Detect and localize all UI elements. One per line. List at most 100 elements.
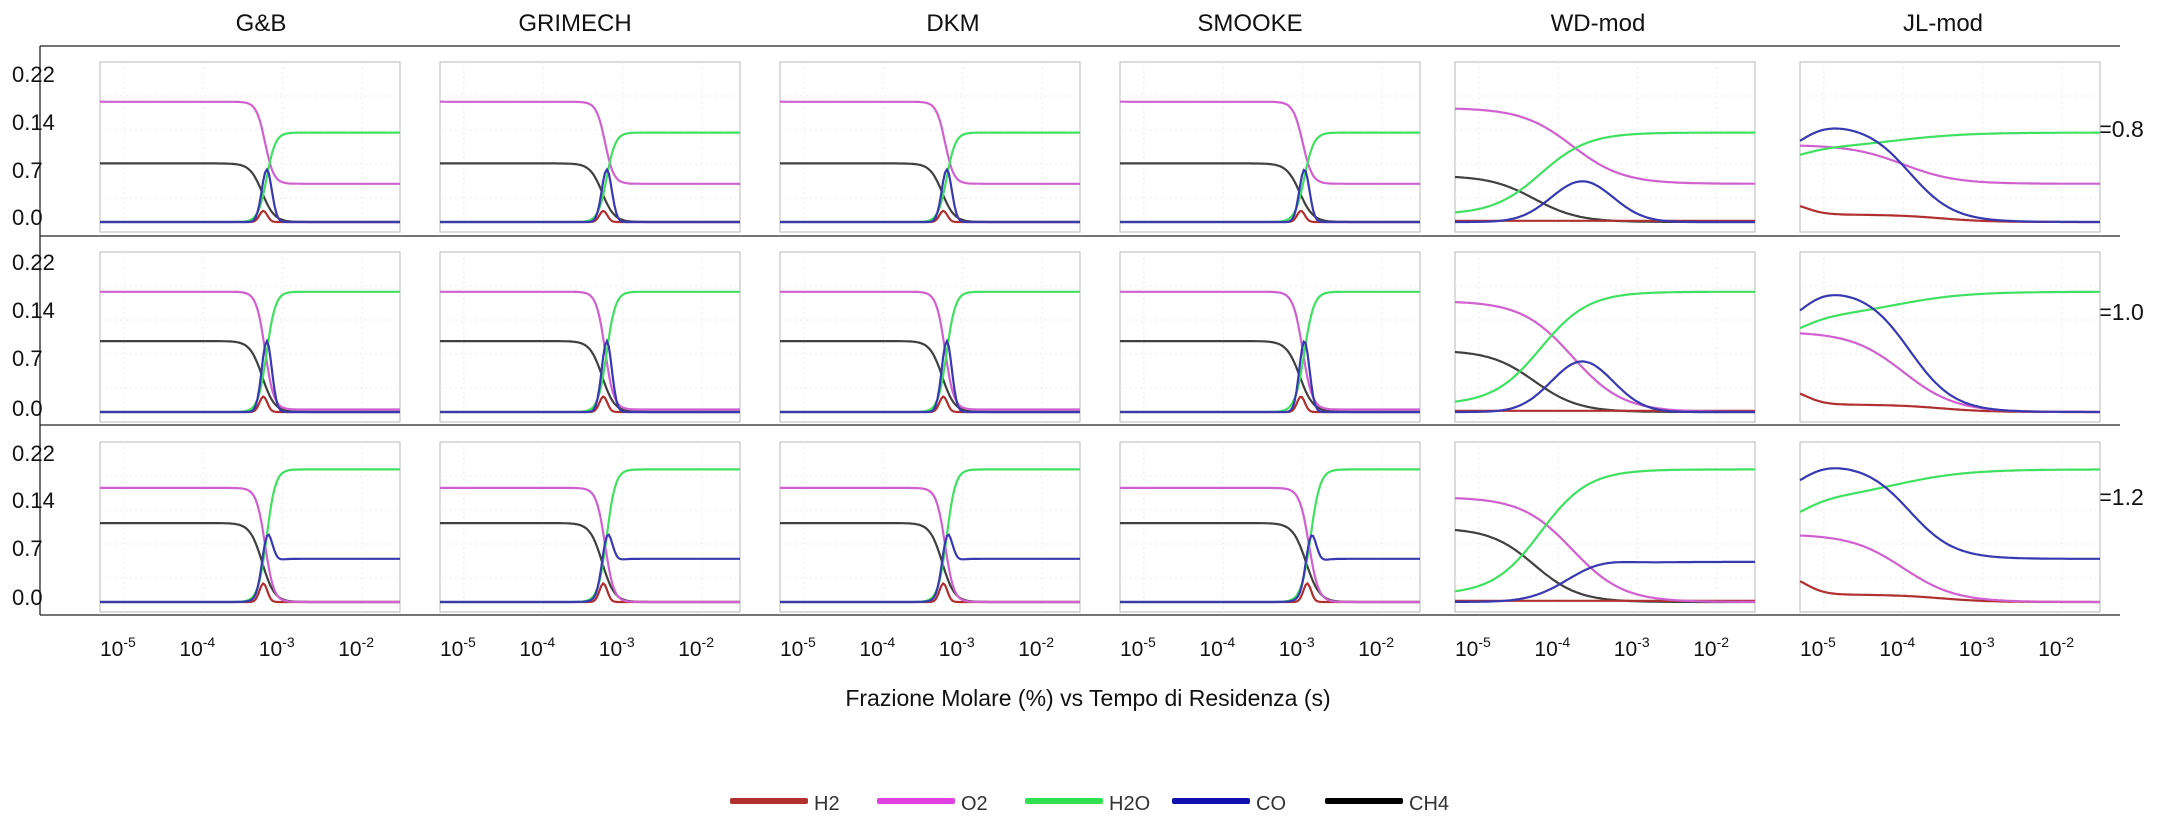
panel-frame-1-0 — [99, 251, 401, 423]
series-CO-0-1 — [440, 167, 740, 224]
x-tick-label-1-0: 10-5 — [440, 634, 476, 661]
y-tick-label-0-3: 0.0 — [12, 205, 43, 230]
x-tick-label-4-1: 10-4 — [1534, 634, 1570, 661]
x-tick-label-0-3: 10-2 — [338, 634, 374, 661]
series-CO-2-3 — [1120, 534, 1420, 604]
legend-swatch-CH4 — [1325, 798, 1403, 804]
series-CO-0-4 — [1455, 180, 1755, 224]
x-tick-label-5-3: 10-2 — [2038, 634, 2074, 661]
y-tick-label-2-1: 0.14 — [12, 488, 55, 513]
x-tick-label-4-0: 10-5 — [1455, 634, 1491, 661]
series-O2-2-5 — [1799, 534, 2100, 604]
series-CO-1-4 — [1455, 360, 1755, 414]
series-CO-0-2 — [780, 167, 1080, 224]
panel-frame-2-0 — [99, 441, 401, 613]
series-CO-2-4 — [1455, 560, 1755, 603]
series-H2O-0-4 — [1454, 131, 1755, 214]
series-O2-1-3 — [1120, 290, 1420, 411]
series-CO-2-0 — [100, 533, 400, 604]
panel-frame-0-1 — [439, 61, 741, 233]
column-title-4: WD-mod — [1551, 10, 1646, 37]
panel-frame-0-0 — [99, 61, 401, 233]
series-O2-0-5 — [1800, 144, 2100, 185]
x-axis-label: Frazione Molare (%) vs Tempo di Residenz… — [845, 685, 1330, 711]
y-tick-label-0-1: 0.14 — [12, 110, 55, 135]
column-title-5: JL-mod — [1903, 10, 1983, 37]
series-CO-1-5 — [1799, 294, 2100, 414]
y-tick-label-2-0: 0.22 — [12, 441, 55, 466]
y-tick-label-0-2: 0.7 — [12, 158, 43, 183]
x-tick-label-1-3: 10-2 — [678, 634, 714, 661]
series-O2-0-0 — [100, 100, 400, 185]
x-tick-label-2-0: 10-5 — [780, 634, 816, 661]
y-tick-label-1-0: 0.22 — [12, 250, 55, 275]
x-tick-label-0-1: 10-4 — [179, 634, 215, 661]
column-title-0: G&B — [236, 10, 287, 37]
x-tick-label-0-0: 10-5 — [100, 634, 136, 661]
x-tick-label-2-3: 10-2 — [1018, 634, 1054, 661]
series-CO-2-2 — [780, 533, 1080, 604]
series-CO-1-0 — [100, 338, 400, 414]
series-O2-2-1 — [440, 486, 740, 604]
series-O2-2-2 — [780, 486, 1080, 604]
legend-swatch-H2O — [1025, 798, 1103, 804]
x-tick-label-4-2: 10-3 — [1614, 634, 1650, 661]
panel-frame-0-4 — [1454, 61, 1756, 233]
y-tick-label-1-2: 0.7 — [12, 346, 43, 371]
column-title-1: GRIMECH — [518, 10, 631, 37]
series-O2-2-3 — [1120, 486, 1420, 604]
legend-swatch-H2 — [730, 798, 808, 804]
series-O2-1-0 — [100, 290, 400, 411]
panel-frame-2-4 — [1454, 441, 1756, 613]
x-tick-label-1-1: 10-4 — [519, 634, 555, 661]
x-tick-label-0-2: 10-3 — [259, 634, 295, 661]
series-O2-0-2 — [780, 100, 1080, 185]
legend-label-CO: CO — [1256, 793, 1286, 815]
panel-frame-2-1 — [439, 441, 741, 613]
column-title-3: SMOOKE — [1197, 10, 1302, 37]
series-H2O-1-5 — [1799, 290, 2100, 330]
panel-frame-1-2 — [779, 251, 1081, 423]
y-tick-label-2-3: 0.0 — [12, 585, 43, 610]
x-tick-label-3-2: 10-3 — [1279, 634, 1315, 661]
series-CO-2-5 — [1799, 467, 2100, 560]
series-O2-0-1 — [440, 100, 740, 185]
x-tick-label-1-2: 10-3 — [599, 634, 635, 661]
series-CO-0-3 — [1120, 168, 1420, 224]
legend-label-CH4: CH4 — [1409, 793, 1449, 815]
series-O2-2-0 — [100, 486, 400, 604]
series-CO-1-3 — [1120, 339, 1420, 414]
x-tick-label-3-1: 10-4 — [1199, 634, 1235, 661]
series-CO-2-1 — [440, 533, 740, 604]
legend-swatch-CO — [1172, 798, 1250, 804]
panel-frame-2-5 — [1799, 441, 2101, 613]
x-tick-label-2-1: 10-4 — [859, 634, 895, 661]
x-tick-label-4-3: 10-2 — [1693, 634, 1729, 661]
series-H2O-1-4 — [1454, 290, 1755, 403]
panel-frame-1-5 — [1799, 251, 2101, 423]
panel-frame-1-1 — [439, 251, 741, 423]
series-O2-1-2 — [780, 290, 1080, 411]
panel-frame-1-4 — [1454, 251, 1756, 423]
x-tick-label-5-0: 10-5 — [1800, 634, 1836, 661]
x-tick-label-5-1: 10-4 — [1879, 634, 1915, 661]
panel-frame-0-2 — [779, 61, 1081, 233]
panel-frame-1-3 — [1119, 251, 1421, 423]
series-CO-1-1 — [440, 338, 740, 414]
x-tick-label-3-0: 10-5 — [1120, 634, 1156, 661]
series-O2-0-4 — [1455, 107, 1755, 185]
legend-swatch-O2 — [877, 798, 955, 804]
y-tick-label-1-3: 0.0 — [12, 396, 43, 421]
x-tick-label-2-2: 10-3 — [939, 634, 975, 661]
legend-label-O2: O2 — [961, 793, 988, 815]
series-H2O-2-5 — [1799, 468, 2100, 513]
x-tick-label-3-3: 10-2 — [1358, 634, 1394, 661]
legend-label-H2O: H2O — [1109, 793, 1150, 815]
panel-frame-2-3 — [1119, 441, 1421, 613]
series-CO-0-5 — [1799, 127, 2100, 224]
y-tick-label-2-2: 0.7 — [12, 536, 43, 561]
panel-frame-0-3 — [1119, 61, 1421, 233]
panel-frame-0-5 — [1799, 61, 2101, 233]
